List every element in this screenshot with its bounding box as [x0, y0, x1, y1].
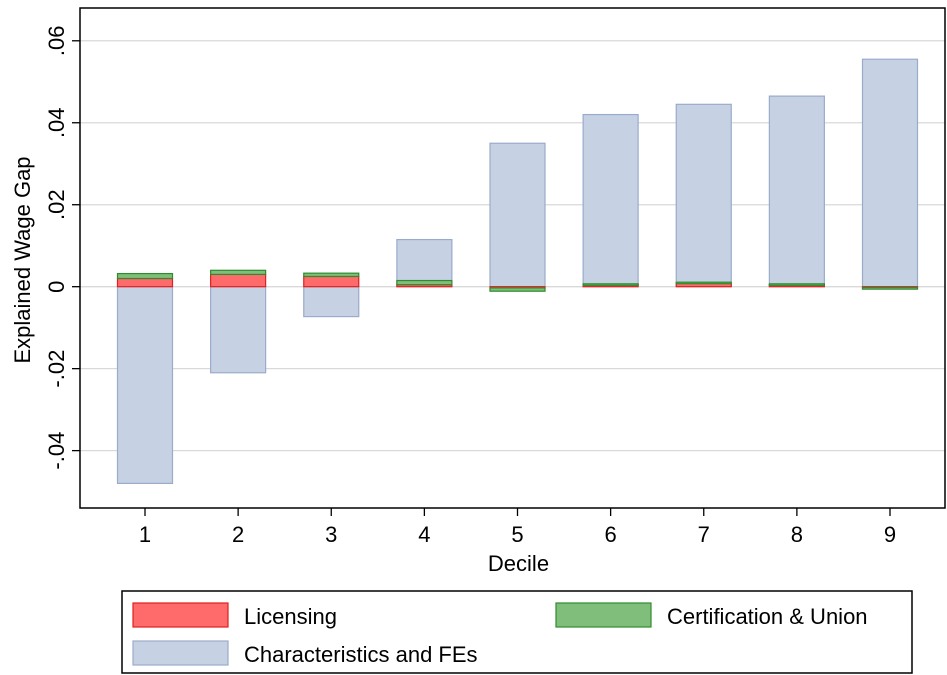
y-tick-label: -.04 [44, 432, 69, 470]
legend-licensing-swatch [132, 602, 229, 628]
y-tick-label: .04 [44, 107, 69, 138]
x-tick-label: 7 [698, 522, 710, 547]
bar-characteristics-and-fes [116, 286, 174, 485]
bar-licensing [210, 273, 267, 288]
bar-characteristics-and-fes [675, 103, 732, 288]
x-tick-label: 6 [605, 522, 617, 547]
plot-frame [79, 7, 946, 509]
x-tick-label: 9 [884, 522, 896, 547]
bars [116, 58, 919, 485]
legend-characteristics-swatch [132, 640, 229, 666]
y-axis-ticks: -.04 -.02 0 .02 .04 .06 [44, 25, 80, 470]
legend-characteristics-label: Characteristics and FEs [244, 642, 478, 667]
bar-certification-union [396, 279, 453, 286]
x-tick-label: 2 [232, 522, 244, 547]
bar-certification-union [582, 283, 639, 286]
x-axis-title: Decile [488, 551, 549, 576]
legend-certification-union-label: Certification & Union [667, 604, 868, 629]
bar-certification-union [489, 287, 546, 292]
x-tick-label: 8 [791, 522, 803, 547]
y-axis-title: Explained Wage Gap [10, 156, 35, 363]
bar-characteristics-and-fes [861, 58, 919, 288]
bar-characteristics-and-fes [396, 238, 453, 288]
bar-licensing [303, 275, 360, 288]
legend: Licensing Certification & Union Characteri… [121, 590, 913, 674]
bar-characteristics-and-fes [489, 142, 546, 288]
bar-certification-union [116, 272, 174, 280]
bar-characteristics-and-fes [210, 286, 267, 374]
legend-licensing-label: Licensing [244, 604, 337, 629]
x-tick-label: 4 [418, 522, 430, 547]
y-tick-label: -.02 [44, 350, 69, 388]
x-tick-label: 5 [511, 522, 523, 547]
legend-certification-union-swatch [555, 602, 652, 628]
bar-certification-union [675, 281, 732, 285]
x-axis-ticks: 1 2 3 4 5 6 7 8 9 [139, 508, 896, 547]
bar-characteristics-and-fes [582, 113, 639, 288]
y-tick-label: 0 [44, 281, 69, 293]
bar-characteristics-and-fes [303, 286, 360, 318]
y-tick-label: .02 [44, 189, 69, 220]
bar-licensing [116, 277, 174, 288]
x-tick-label: 1 [139, 522, 151, 547]
x-tick-label: 3 [325, 522, 337, 547]
bar-characteristics-and-fes [768, 95, 825, 288]
legend-box [121, 590, 913, 674]
bar-certification-union [768, 283, 825, 286]
bar-certification-union [861, 286, 919, 290]
y-tick-label: .06 [44, 25, 69, 56]
bar-certification-union [210, 269, 267, 275]
bar-certification-union [303, 272, 360, 278]
